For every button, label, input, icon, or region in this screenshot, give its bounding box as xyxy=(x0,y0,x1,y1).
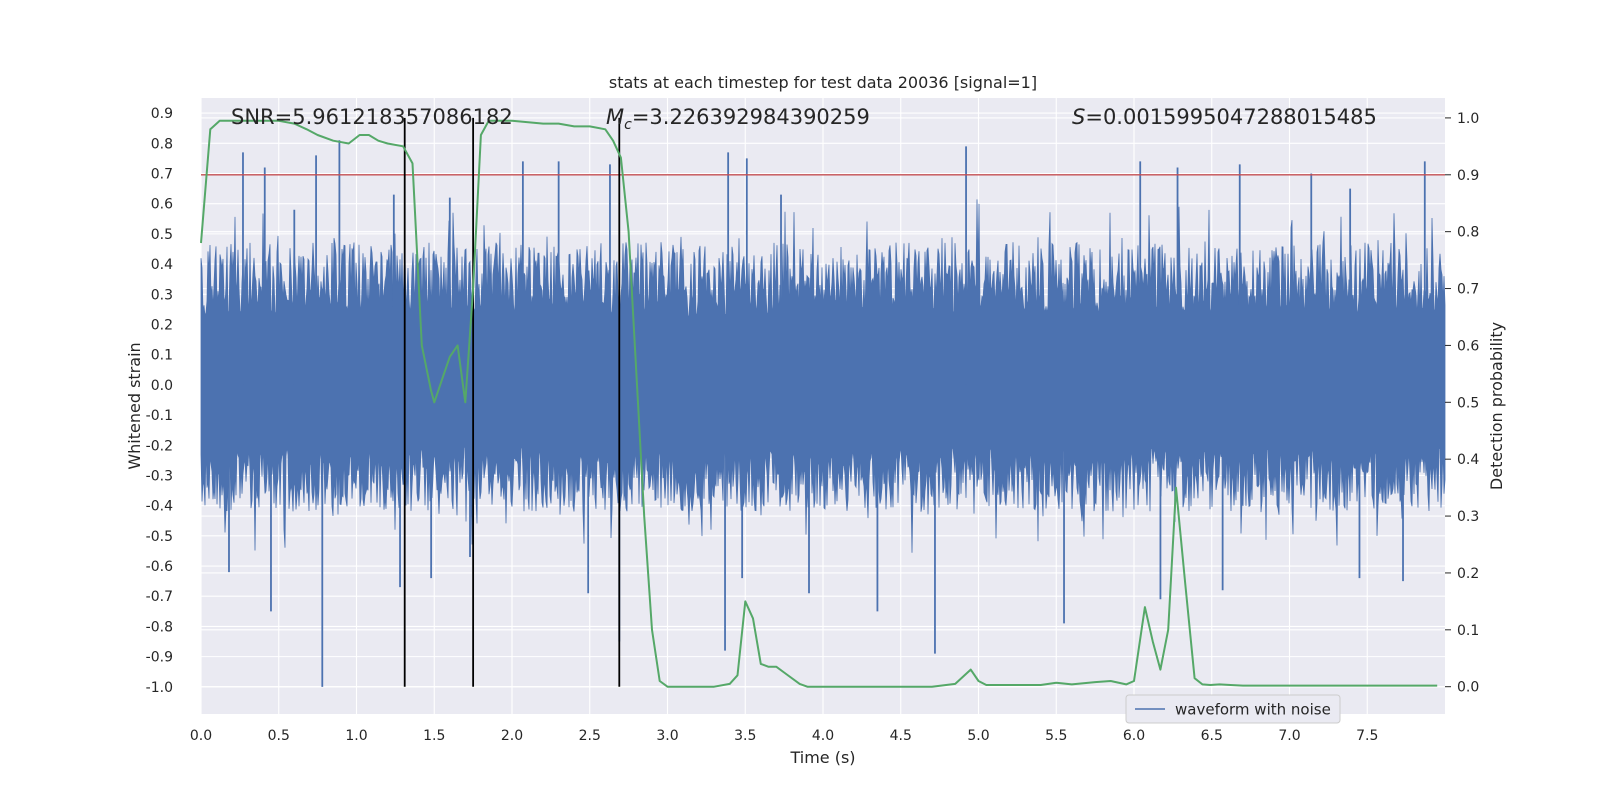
y-right-tick-label: 0.0 xyxy=(1457,680,1479,696)
legend-box xyxy=(1125,694,1341,724)
x-tick-labels: 0.0 0.5 1.0 1.5 2.0 2.5 3.0 3.5 4.0 4.5 5.0 5.5 6.0 6… xyxy=(190,728,1379,744)
x-tick-label: 2.5 xyxy=(579,728,601,744)
y-left-tick-label: -0.3 xyxy=(146,468,173,484)
x-tick-label: 1.0 xyxy=(345,728,367,744)
x-tick-label: 3.0 xyxy=(656,728,678,744)
y-left-tick-label: 0.6 xyxy=(151,197,173,213)
y-left-tick-label: 0.3 xyxy=(151,287,173,303)
y-left-tick-label: -0.1 xyxy=(146,408,173,424)
legend-label: waveform with noise xyxy=(1175,701,1331,719)
y-right-tick-labels: 1.0 0.9 0.8 0.7 0.6 0.5 0.4 0.3 0.2 0.1 0.0 xyxy=(1445,111,1479,696)
y-left-tick-label: 0.2 xyxy=(151,317,173,333)
x-tick-label: 6.5 xyxy=(1201,728,1223,744)
chirp-mass-annotation: Mc=3.226392984390259 xyxy=(606,105,870,133)
y-right-tick-label: 0.4 xyxy=(1457,452,1479,468)
x-tick-label: 7.5 xyxy=(1356,728,1378,744)
y-right-tick-label: 0.9 xyxy=(1457,168,1479,184)
vertical-markers xyxy=(403,117,621,687)
s-annotation: S=0.0015995047288015485 xyxy=(1072,105,1377,129)
y-right-tick-label: 0.7 xyxy=(1457,282,1479,298)
y-right-tick-label: 0.5 xyxy=(1457,395,1479,411)
x-tick-label: 0.5 xyxy=(268,728,290,744)
y-left-tick-label: -1.0 xyxy=(146,680,173,696)
y-left-tick-label: -0.6 xyxy=(146,559,173,575)
chirp-mass-subscript: c xyxy=(624,117,632,133)
chirp-mass-value: =3.226392984390259 xyxy=(632,105,870,129)
legend: waveform with noise xyxy=(1125,694,1341,724)
y-left-tick-label: -0.4 xyxy=(146,499,173,515)
y-left-tick-label: 0.4 xyxy=(151,257,173,273)
y-right-tick-label: 0.3 xyxy=(1457,509,1479,525)
x-tick-label: 3.5 xyxy=(734,728,756,744)
x-tick-label: 1.5 xyxy=(423,728,445,744)
y-right-tick-label: 0.8 xyxy=(1457,225,1479,241)
y-right-axis-label: Detection probability xyxy=(1487,322,1506,490)
chart-title: stats at each timestep for test data 200… xyxy=(609,73,1037,92)
y-left-tick-label: -0.2 xyxy=(146,438,173,454)
y-left-tick-label: 0.7 xyxy=(151,166,173,182)
x-tick-label: 5.0 xyxy=(967,728,989,744)
y-left-tick-label: 0.9 xyxy=(151,106,173,122)
y-right-tick-label: 1.0 xyxy=(1457,111,1479,127)
y-right-tick-label: 0.1 xyxy=(1457,623,1479,639)
y-right-tick-label: 0.2 xyxy=(1457,566,1479,582)
y-left-tick-label: -0.5 xyxy=(146,529,173,545)
y-right-tick-label: 0.6 xyxy=(1457,338,1479,354)
waveform-band xyxy=(200,199,1446,553)
x-tick-label: 5.5 xyxy=(1045,728,1067,744)
x-tick-label: 0.0 xyxy=(190,728,212,744)
y-left-tick-label: 0.8 xyxy=(151,136,173,152)
y-left-tick-label: -0.7 xyxy=(146,589,173,605)
y-left-tick-label: 0.5 xyxy=(151,227,173,243)
probability-series xyxy=(200,119,1438,688)
s-symbol: S xyxy=(1072,105,1085,129)
x-tick-label: 6.0 xyxy=(1123,728,1145,744)
y-left-tick-label: 0.1 xyxy=(151,348,173,364)
waveform-series xyxy=(200,140,1446,687)
s-value: =0.0015995047288015485 xyxy=(1085,105,1377,129)
y-left-tick-label: -0.9 xyxy=(146,650,173,666)
chirp-mass-symbol: M xyxy=(606,105,624,129)
x-tick-label: 7.0 xyxy=(1278,728,1300,744)
probability-line xyxy=(200,119,1438,688)
x-tick-label: 4.0 xyxy=(812,728,834,744)
y-left-axis-label: Whitened strain xyxy=(125,342,144,469)
x-tick-label: 4.5 xyxy=(890,728,912,744)
x-tick-label: 2.0 xyxy=(501,728,523,744)
y-left-tick-labels: 0.9 0.8 0.7 0.6 0.5 0.4 0.3 0.2 0.1 0.0 -0.1 -0.2 -0… xyxy=(146,106,173,696)
snr-annotation: SNR=5.961218357086182 xyxy=(231,105,513,129)
x-axis-label: Time (s) xyxy=(789,748,855,767)
y-left-tick-label: 0.0 xyxy=(151,378,173,394)
y-left-tick-label: -0.8 xyxy=(146,619,173,635)
